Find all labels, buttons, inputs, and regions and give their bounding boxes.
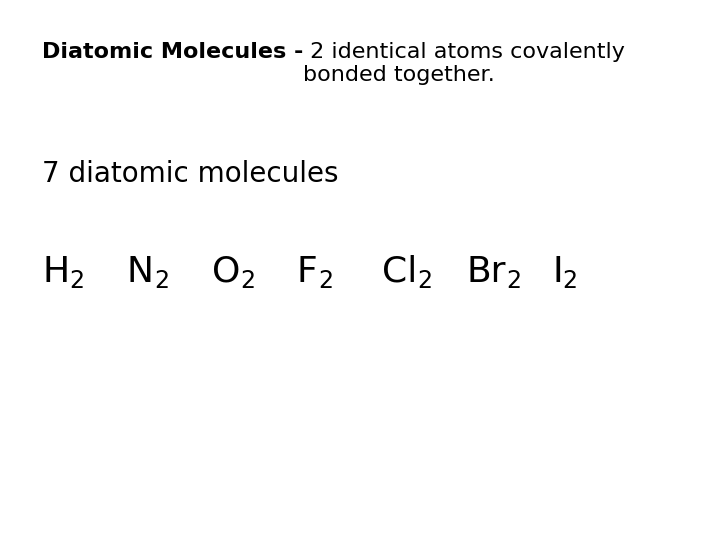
Text: 2: 2 xyxy=(562,269,577,293)
Text: N: N xyxy=(127,255,154,289)
Text: 2: 2 xyxy=(69,269,84,293)
Text: 2: 2 xyxy=(154,269,169,293)
Text: 2: 2 xyxy=(506,269,521,293)
Text: 7 diatomic molecules: 7 diatomic molecules xyxy=(42,160,338,188)
Text: F: F xyxy=(297,255,318,289)
Text: O: O xyxy=(212,255,240,289)
Text: 2: 2 xyxy=(240,269,256,293)
Text: Cl: Cl xyxy=(382,255,418,289)
Text: 2 identical atoms covalently
bonded together.: 2 identical atoms covalently bonded toge… xyxy=(303,42,625,85)
Text: Br: Br xyxy=(467,255,506,289)
Text: 2: 2 xyxy=(318,269,333,293)
Text: H: H xyxy=(42,255,69,289)
Text: I: I xyxy=(552,255,562,289)
Text: Diatomic Molecules -: Diatomic Molecules - xyxy=(42,42,303,62)
Text: 2: 2 xyxy=(418,269,432,293)
